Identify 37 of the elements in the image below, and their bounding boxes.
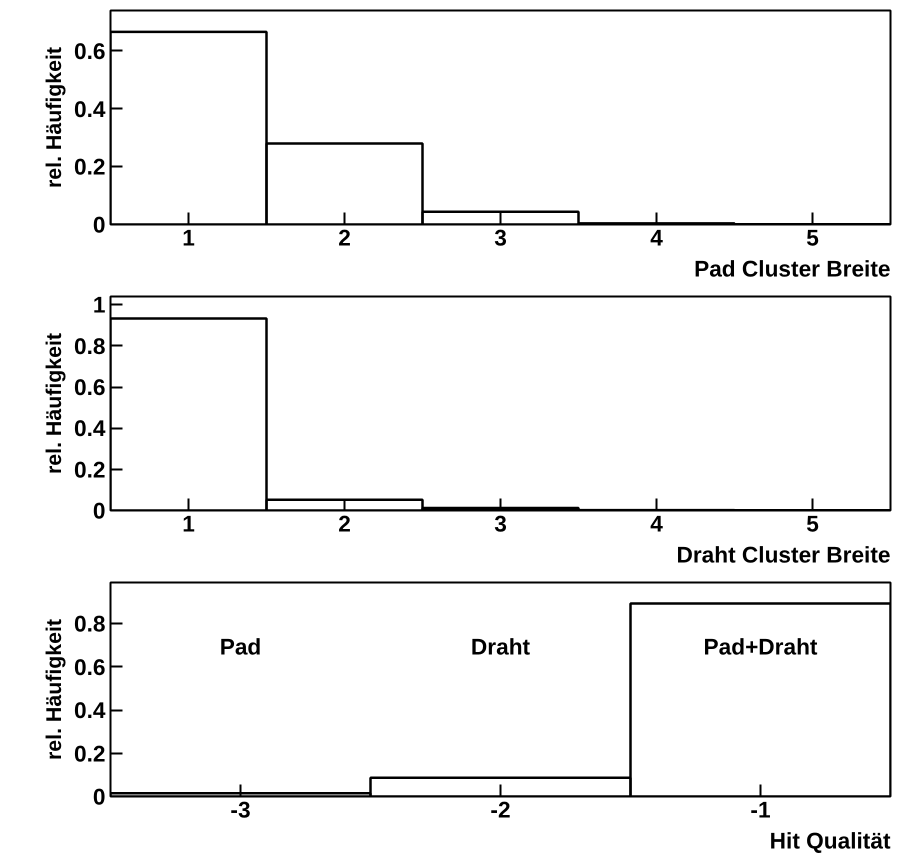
annotation: Draht: [470, 634, 531, 660]
x-axis-title: Draht Cluster Breite: [676, 542, 891, 568]
x-tick-label: 1: [182, 510, 195, 536]
x-tick-label: -1: [750, 796, 771, 822]
y-tick-label: 1: [92, 292, 106, 318]
y-tick-label: 0.6: [74, 374, 106, 400]
y-tick-label: 0: [92, 784, 106, 810]
x-tick-label: -2: [490, 796, 511, 822]
y-tick-label: 0.8: [74, 610, 106, 637]
y-axis-title: rel. Häufigkeit: [42, 618, 66, 760]
y-tick-label: 0: [92, 498, 106, 524]
y-tick-label: 0.2: [74, 456, 106, 482]
y-tick-label: 0.6: [74, 38, 106, 64]
x-tick-label: 5: [806, 510, 819, 536]
y-tick-label: 0.2: [74, 154, 106, 180]
y-axis-title: rel. Häufigkeit: [42, 46, 66, 188]
annotation: Pad+Draht: [704, 634, 818, 660]
x-tick-label: 5: [806, 224, 819, 250]
x-tick-label: 4: [650, 510, 664, 536]
y-tick-label: 0.4: [74, 96, 106, 122]
y-tick-label: 0: [92, 212, 106, 238]
x-axis-title: Pad Cluster Breite: [694, 256, 891, 282]
x-tick-label: 4: [650, 224, 664, 250]
x-tick-label: -3: [230, 796, 251, 822]
x-tick-label: 3: [494, 510, 507, 536]
y-tick-label: 0.4: [74, 697, 106, 724]
y-tick-label: 0.8: [74, 332, 106, 359]
annotation: Pad: [220, 634, 262, 660]
y-tick-label: 0.2: [74, 740, 106, 766]
x-tick-label: 1: [182, 224, 195, 250]
y-tick-label: 0.4: [74, 415, 106, 442]
x-tick-label: 3: [494, 224, 507, 250]
y-axis-title: rel. Häufigkeit: [42, 332, 66, 474]
x-tick-label: 2: [338, 510, 351, 536]
x-tick-label: 2: [338, 224, 351, 250]
x-axis-title: Hit Qualität: [770, 828, 891, 854]
y-tick-label: 0.6: [74, 654, 106, 680]
